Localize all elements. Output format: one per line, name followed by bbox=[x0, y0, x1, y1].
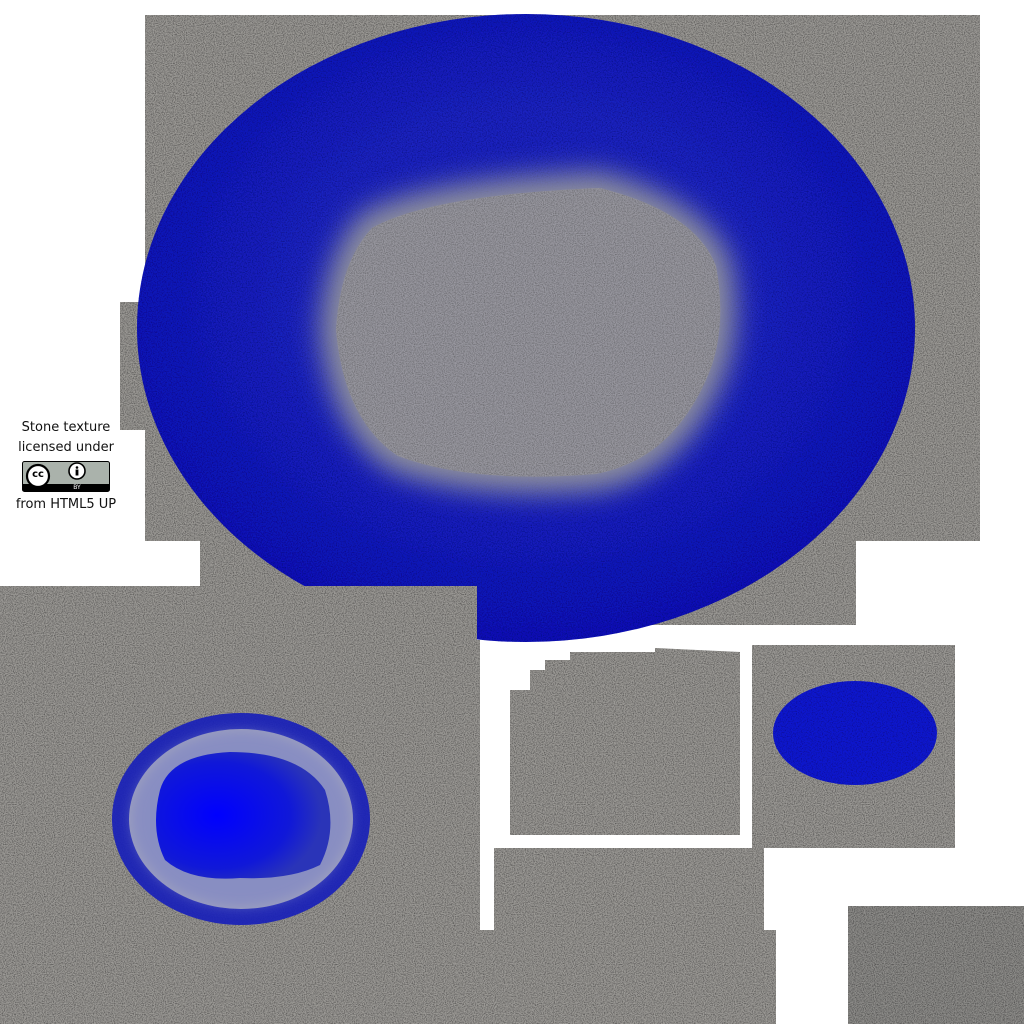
blue-oval-tile bbox=[752, 645, 955, 848]
cc-label: cc bbox=[32, 469, 44, 480]
fine-stone-tile bbox=[848, 906, 1024, 1024]
credit-line-licensed-under: licensed under bbox=[18, 440, 114, 455]
plain-stone-tile-bottom bbox=[480, 848, 776, 1024]
small-pond-tile bbox=[0, 586, 480, 1024]
large-pool-tile bbox=[120, 14, 980, 642]
plain-stone-tile-middle bbox=[510, 648, 740, 835]
by-label: BY bbox=[73, 484, 81, 491]
credit-line-from-html5-up: from HTML5 UP bbox=[15, 497, 117, 512]
texture-credit: Stone texture licensed under cc BY from … bbox=[4, 418, 128, 515]
cc-by-license-badge-icon[interactable]: cc BY bbox=[22, 461, 110, 492]
credit-line-stone-texture: Stone texture bbox=[21, 420, 111, 435]
